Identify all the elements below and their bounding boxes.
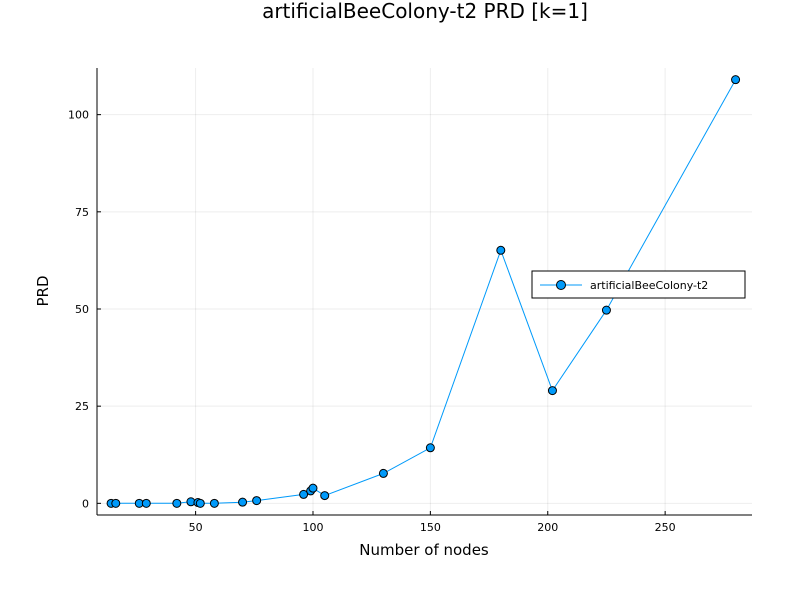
y-tick-label: 0 <box>82 497 89 510</box>
data-point <box>731 75 741 85</box>
y-tick-label: 50 <box>75 303 89 316</box>
data-point <box>308 483 318 493</box>
data-point <box>378 468 388 478</box>
data-point <box>547 386 557 396</box>
x-tick-label: 150 <box>420 521 441 534</box>
data-point <box>195 498 205 508</box>
x-tick-label: 250 <box>655 521 676 534</box>
x-tick-label: 50 <box>189 521 203 534</box>
y-tick-label: 100 <box>68 109 89 122</box>
data-point <box>209 498 219 508</box>
axes <box>96 68 752 516</box>
legend-label: artificialBeeColony-t2 <box>590 279 708 292</box>
data-point <box>320 491 330 501</box>
y-tick-label: 25 <box>75 400 89 413</box>
legend: artificialBeeColony-t2 <box>531 270 746 299</box>
data-point <box>425 443 435 453</box>
chart-title: artificialBeeColony-t2 PRD [k=1] <box>262 0 588 23</box>
x-ticks: 50 100 150 200 250 <box>189 511 676 534</box>
data-point <box>111 498 121 508</box>
y-axis-label: PRD <box>34 275 52 306</box>
series-layer <box>106 75 741 508</box>
legend-marker <box>556 280 566 290</box>
data-point <box>141 498 151 508</box>
data-point <box>172 498 182 508</box>
data-point <box>299 489 309 499</box>
data-point <box>238 497 248 507</box>
x-tick-label: 100 <box>302 521 323 534</box>
data-point <box>601 305 611 315</box>
y-tick-label: 75 <box>75 206 89 219</box>
y-ticks: 0 25 50 75 100 <box>68 109 101 510</box>
x-tick-label: 200 <box>537 521 558 534</box>
data-point <box>252 496 262 506</box>
x-axis-label: Number of nodes <box>359 541 489 559</box>
data-point <box>496 245 506 255</box>
